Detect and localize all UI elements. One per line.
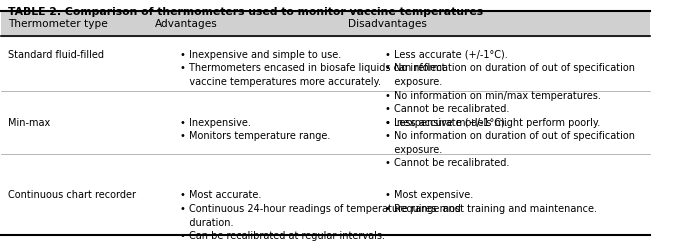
Text: Min-max: Min-max (8, 117, 50, 127)
Bar (1, 12, 650, 36)
Text: TABLE 2. Comparison of thermometers used to monitor vaccine temperatures: TABLE 2. Comparison of thermometers used… (8, 7, 483, 17)
Text: Disadvantages: Disadvantages (348, 19, 427, 29)
Text: • Inexpensive.
• Monitors temperature range.: • Inexpensive. • Monitors temperature ra… (180, 117, 330, 141)
Text: • Most accurate.
• Continuous 24-hour readings of temperature range and
   durat: • Most accurate. • Continuous 24-hour re… (180, 190, 461, 240)
Text: Continuous chart recorder: Continuous chart recorder (8, 190, 136, 200)
Text: Advantages: Advantages (155, 19, 218, 29)
Text: • Inexpensive and simple to use.
• Thermometers encased in biosafe liquids can r: • Inexpensive and simple to use. • Therm… (180, 50, 445, 87)
Text: • Less accurate (+/-1°C).
• No information on duration of out of specification
 : • Less accurate (+/-1°C). • No informati… (386, 117, 636, 168)
Text: • Less accurate (+/-1°C).
• No information on duration of out of specification
 : • Less accurate (+/-1°C). • No informati… (386, 50, 636, 127)
Text: Thermometer type: Thermometer type (8, 19, 108, 29)
Text: Standard fluid-filled: Standard fluid-filled (8, 50, 104, 60)
Text: • Most expensive.
• Requires most training and maintenance.: • Most expensive. • Requires most traini… (386, 190, 597, 213)
